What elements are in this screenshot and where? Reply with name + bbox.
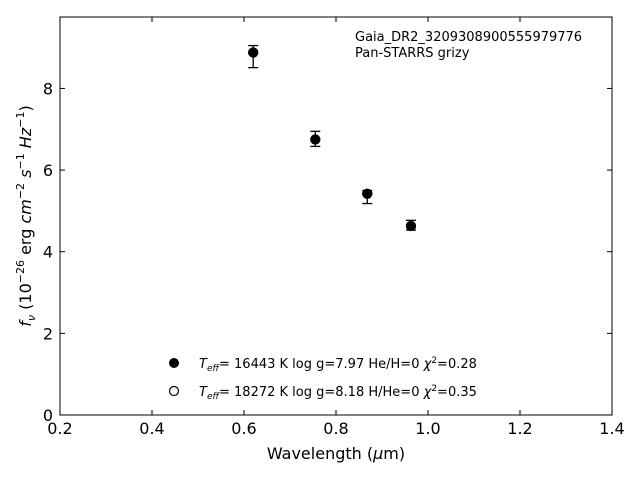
legend-marker-open-circle <box>168 385 180 397</box>
plot-frame <box>59 16 613 416</box>
data-point-open <box>310 134 321 145</box>
x-tick-label: 1.0 <box>415 419 440 438</box>
x-tick-label: 0.8 <box>323 419 348 438</box>
x-tick-label: 1.4 <box>599 419 624 438</box>
data-point-open <box>405 220 417 232</box>
ticks-layer: 0.2 0.4 0.6 0.8 1.0 1.2 1.4 0 2 4 6 8 <box>43 17 625 438</box>
data-point-open <box>248 47 259 58</box>
points-layer <box>248 47 417 232</box>
x-tick-label: 0.4 <box>139 419 164 438</box>
x-tick-label: 1.2 <box>507 419 532 438</box>
x-axis-label: Wavelength (μm) <box>267 444 405 463</box>
y-tick-label: 2 <box>43 324 53 343</box>
x-tick-label: 0.6 <box>231 419 256 438</box>
y-tick-label: 0 <box>43 406 53 425</box>
y-axis-label: fν (10−26 erg cm−2 s−1 Hz−1) <box>14 105 38 326</box>
x-tick-label: 0.2 <box>47 419 72 438</box>
y-tick-label: 6 <box>43 161 53 180</box>
y-tick-label: 8 <box>43 79 53 98</box>
legend-entry-1: Teff= 16443 K log g=7.97 He/H=0 χ2=0.28 <box>199 356 477 374</box>
legend-entry-2: Teff= 18272 K log g=8.18 H/He=0 χ2=0.35 <box>199 384 477 402</box>
errorbars-layer <box>248 44 416 231</box>
y-tick-label: 4 <box>43 243 53 262</box>
legend-marker-filled-circle <box>169 358 179 368</box>
annotation-survey: Pan-STARRS grizy <box>355 46 470 61</box>
data-point-open <box>362 188 373 199</box>
annotation-object-id: Gaia_DR2_3209308900555979776 <box>355 30 582 45</box>
legend: Teff= 16443 K log g=7.97 He/H=0 χ2=0.28 … <box>168 356 477 402</box>
